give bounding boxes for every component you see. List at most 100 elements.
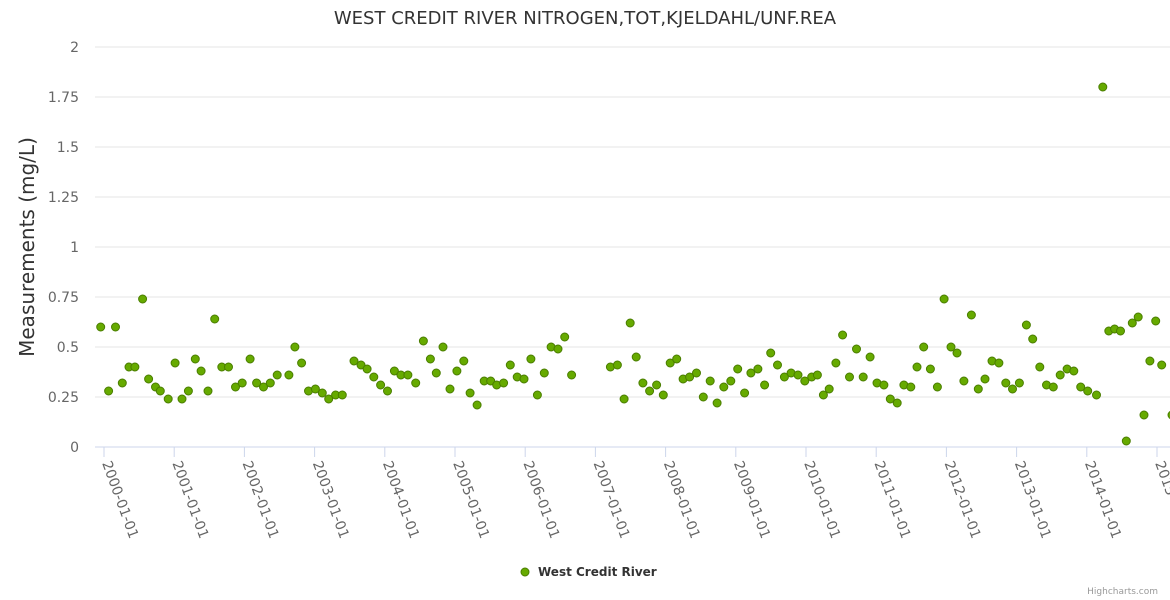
data-point[interactable]: [505, 360, 515, 370]
data-point[interactable]: [170, 358, 180, 368]
data-point[interactable]: [779, 372, 789, 382]
data-point[interactable]: [740, 388, 750, 398]
data-point[interactable]: [912, 362, 922, 372]
data-point[interactable]: [163, 394, 173, 404]
data-point[interactable]: [389, 366, 399, 376]
data-point[interactable]: [310, 384, 320, 394]
data-point[interactable]: [793, 370, 803, 380]
data-point[interactable]: [1055, 370, 1065, 380]
data-point[interactable]: [1098, 82, 1108, 92]
data-point[interactable]: [459, 356, 469, 366]
data-point[interactable]: [1133, 312, 1143, 322]
data-point[interactable]: [966, 310, 976, 320]
data-point[interactable]: [117, 378, 127, 388]
data-point[interactable]: [852, 344, 861, 354]
data-point[interactable]: [766, 348, 776, 358]
data-point[interactable]: [519, 374, 529, 384]
data-point[interactable]: [994, 358, 1004, 368]
data-point[interactable]: [612, 360, 622, 370]
data-point[interactable]: [376, 380, 386, 390]
data-point[interactable]: [865, 352, 875, 362]
data-point[interactable]: [183, 386, 193, 396]
credits-link[interactable]: Highcharts.com: [1087, 587, 1158, 597]
data-point[interactable]: [665, 358, 675, 368]
data-point[interactable]: [672, 354, 682, 364]
data-point[interactable]: [1127, 318, 1137, 328]
data-point[interactable]: [818, 390, 828, 400]
data-point[interactable]: [658, 390, 668, 400]
data-point[interactable]: [1001, 378, 1011, 388]
data-point[interactable]: [290, 342, 300, 352]
data-point[interactable]: [812, 370, 822, 380]
data-point[interactable]: [403, 370, 413, 380]
data-point[interactable]: [349, 356, 359, 366]
data-point[interactable]: [919, 342, 929, 352]
data-point[interactable]: [1116, 326, 1125, 336]
data-point[interactable]: [1151, 316, 1161, 326]
data-point[interactable]: [773, 360, 782, 370]
data-point[interactable]: [1076, 382, 1086, 392]
data-point[interactable]: [973, 384, 983, 394]
data-point[interactable]: [1008, 384, 1017, 394]
data-point[interactable]: [619, 394, 629, 404]
data-point[interactable]: [932, 382, 942, 392]
data-point[interactable]: [1035, 362, 1045, 372]
legend[interactable]: West Credit River: [520, 565, 657, 579]
data-point[interactable]: [431, 368, 441, 378]
data-point[interactable]: [631, 352, 641, 362]
data-point[interactable]: [317, 388, 327, 398]
data-point[interactable]: [760, 380, 770, 390]
data-point[interactable]: [324, 394, 334, 404]
data-point[interactable]: [356, 360, 366, 370]
data-point[interactable]: [925, 364, 935, 374]
data-point[interactable]: [719, 382, 729, 392]
data-point[interactable]: [879, 380, 889, 390]
data-point[interactable]: [265, 378, 275, 388]
data-point[interactable]: [224, 362, 233, 372]
data-point[interactable]: [858, 372, 868, 382]
data-point[interactable]: [831, 358, 841, 368]
data-point[interactable]: [1157, 360, 1167, 370]
data-point[interactable]: [245, 354, 255, 364]
data-point[interactable]: [104, 386, 114, 396]
data-point[interactable]: [526, 354, 536, 364]
data-point[interactable]: [231, 382, 240, 392]
data-point[interactable]: [499, 378, 509, 388]
data-point[interactable]: [1014, 378, 1024, 388]
data-point[interactable]: [465, 388, 475, 398]
data-point[interactable]: [369, 372, 379, 382]
data-point[interactable]: [252, 378, 262, 388]
data-point[interactable]: [824, 384, 834, 394]
data-point[interactable]: [445, 384, 455, 394]
data-point[interactable]: [946, 342, 956, 352]
data-point[interactable]: [746, 368, 756, 378]
data-point[interactable]: [438, 342, 448, 352]
data-point[interactable]: [138, 294, 148, 304]
data-point[interactable]: [196, 366, 206, 376]
data-point[interactable]: [130, 362, 140, 372]
data-point[interactable]: [237, 378, 247, 388]
data-point[interactable]: [190, 354, 200, 364]
data-point[interactable]: [553, 344, 563, 354]
data-point[interactable]: [411, 378, 421, 388]
data-point[interactable]: [362, 364, 372, 374]
data-point[interactable]: [838, 330, 848, 340]
data-point[interactable]: [452, 366, 462, 376]
data-point[interactable]: [885, 394, 895, 404]
data-point[interactable]: [698, 392, 708, 402]
data-point[interactable]: [712, 398, 722, 408]
data-point[interactable]: [1028, 334, 1038, 344]
data-point[interactable]: [652, 380, 662, 390]
data-point[interactable]: [638, 378, 648, 388]
data-point[interactable]: [726, 376, 736, 386]
data-point[interactable]: [96, 322, 106, 332]
data-point[interactable]: [753, 364, 763, 374]
data-point[interactable]: [418, 336, 428, 346]
data-point[interactable]: [952, 348, 962, 358]
data-point[interactable]: [425, 354, 435, 364]
data-point[interactable]: [733, 364, 743, 374]
data-point[interactable]: [155, 386, 165, 396]
data-point[interactable]: [892, 398, 902, 408]
data-point[interactable]: [1048, 382, 1058, 392]
data-point[interactable]: [705, 376, 715, 386]
